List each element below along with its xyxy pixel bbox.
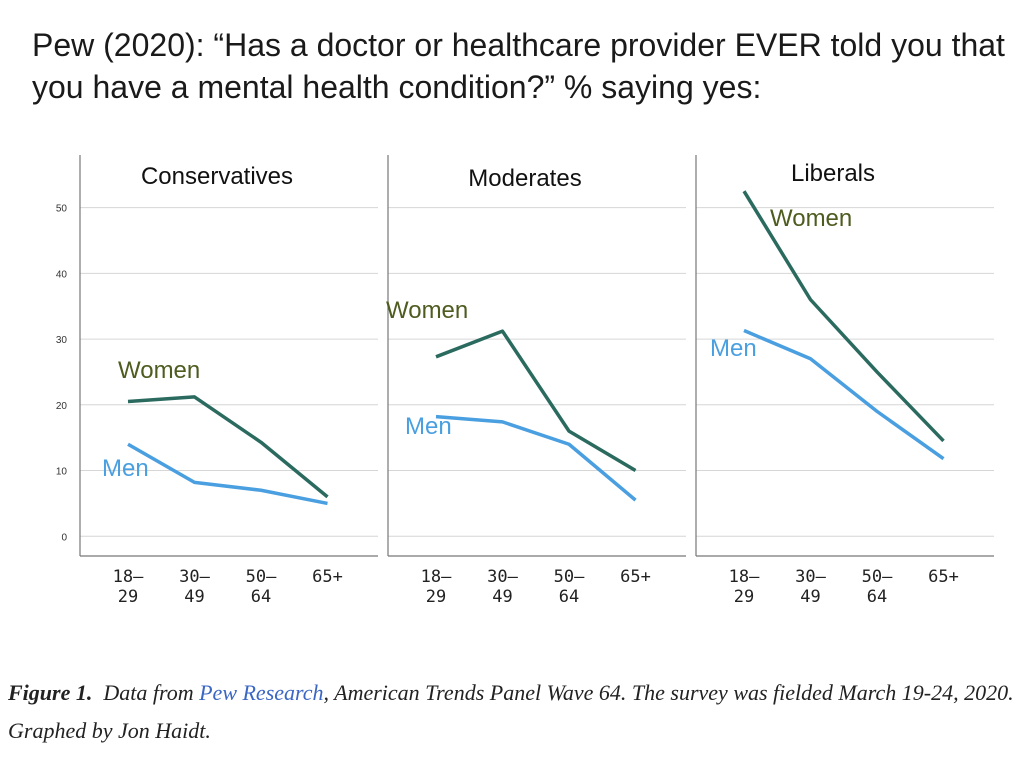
- caption-text: , American Trends Panel Wave 64. The sur…: [8, 680, 1014, 743]
- x-tick-label: 65+: [928, 567, 959, 587]
- series-label: Men: [102, 455, 149, 482]
- x-tick-label: 30–49: [487, 567, 518, 607]
- x-tick-label: 30–49: [179, 567, 210, 607]
- x-tick-label: 50–64: [861, 567, 893, 607]
- y-tick-label: 40: [56, 269, 68, 280]
- line-series: [435, 414, 637, 502]
- x-tick-label: 30–49: [795, 567, 826, 607]
- panel-title: Conservatives: [141, 163, 293, 190]
- series-label: Men: [710, 335, 757, 362]
- line-series: [743, 328, 945, 461]
- x-tick-label: 50–64: [553, 567, 585, 607]
- x-tick-label: 50–64: [245, 567, 277, 607]
- chart-title: Pew (2020): “Has a doctor or healthcare …: [32, 27, 1005, 105]
- x-tick-label: 18–29: [112, 567, 144, 607]
- x-tick-label: 18–29: [728, 567, 760, 607]
- caption: Figure 1. Data from Pew Research, Americ…: [8, 674, 1018, 750]
- line-series: [742, 190, 945, 443]
- caption-text: Data from: [103, 680, 200, 705]
- x-tick-label: 65+: [312, 567, 343, 587]
- series-label: Men: [405, 413, 452, 440]
- chart: 0 10 20 30 40 50 Conservatives Women Men Moderate…: [56, 155, 994, 557]
- series-label: Women: [770, 205, 852, 232]
- panel-title: Moderates: [468, 165, 581, 192]
- y-tick-label: 0: [61, 532, 67, 543]
- caption-link[interactable]: Pew Research: [199, 680, 324, 705]
- y-tick-label: 20: [56, 401, 68, 412]
- x-tick-label: 18–29: [420, 567, 452, 607]
- x-tick-label: 65+: [620, 567, 651, 587]
- line-series: [127, 395, 329, 499]
- panel-title: Liberals: [791, 160, 875, 187]
- series-label: Women: [118, 357, 200, 384]
- y-tick-label: 10: [56, 467, 68, 478]
- y-tick-label: 30: [56, 335, 68, 346]
- caption-label: Figure 1.: [8, 680, 93, 705]
- line-series: [127, 442, 328, 506]
- series-label: Women: [386, 297, 468, 324]
- line-series: [435, 329, 637, 473]
- y-tick-label: 50: [56, 204, 68, 215]
